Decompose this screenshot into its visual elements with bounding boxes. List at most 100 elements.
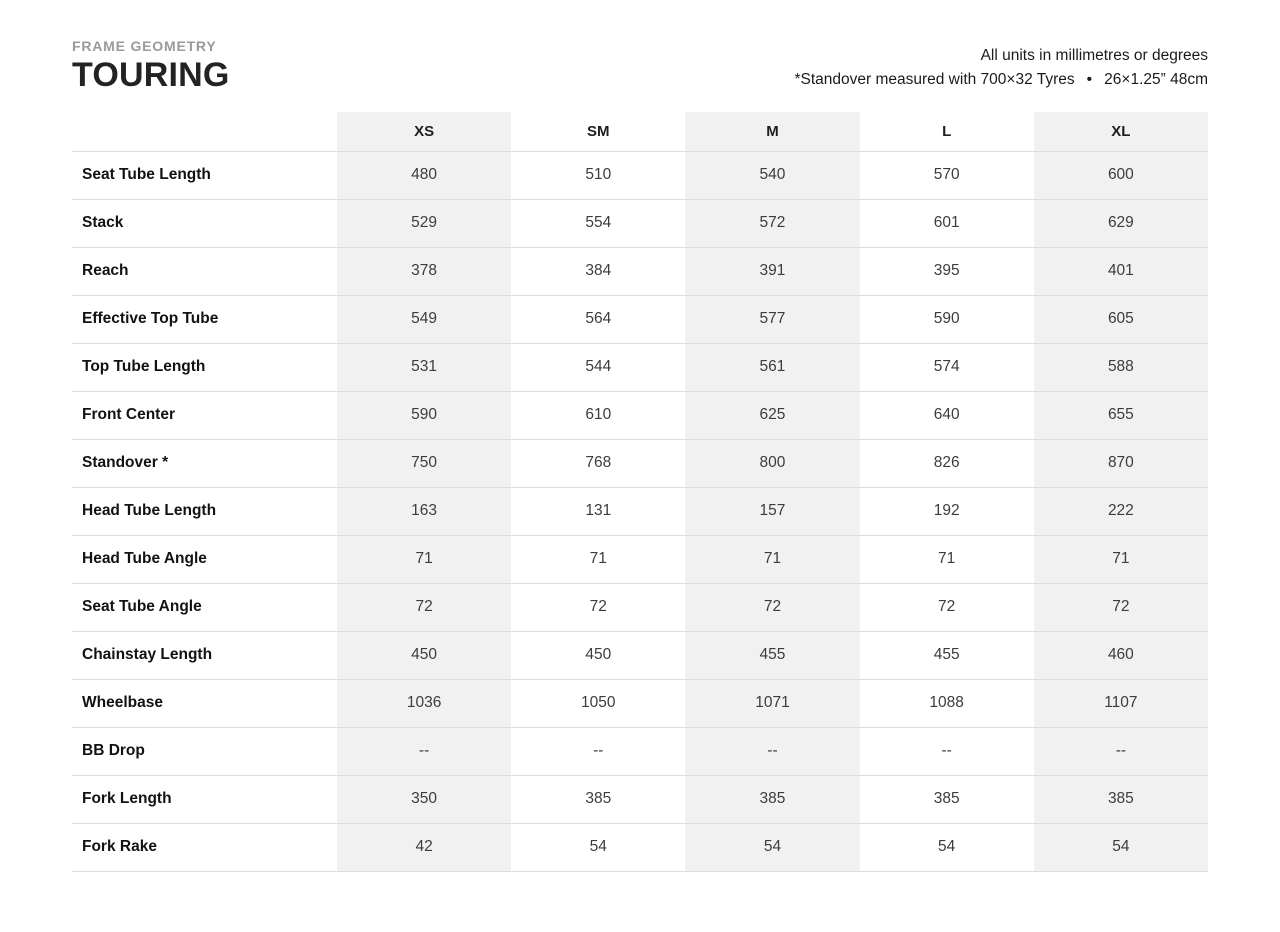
row-label: Wheelbase	[82, 694, 163, 711]
value-cell: --	[941, 742, 952, 759]
row-label: Effective Top Tube	[82, 310, 219, 327]
table-row: Effective Top Tube 549 564 577 590 605	[72, 295, 1208, 343]
value-cell: 870	[1033, 439, 1208, 487]
value-cell: 629	[1033, 199, 1208, 247]
corner-cell	[72, 112, 337, 151]
value-cell: --	[593, 742, 604, 759]
value-cell: 71	[337, 535, 512, 583]
value-cell: 600	[1033, 151, 1208, 199]
value-cell: 655	[1033, 391, 1208, 439]
value-cell: 570	[933, 166, 960, 183]
value-cell: 54	[1033, 823, 1208, 871]
value-cell: 157	[685, 487, 860, 535]
value-cell: 588	[1033, 343, 1208, 391]
value-cell: 401	[1033, 247, 1208, 295]
title-block: FRAME GEOMETRY TOURING	[72, 38, 230, 93]
value-cell: 826	[933, 454, 960, 471]
value-cell: 561	[685, 343, 860, 391]
value-cell: 460	[1033, 631, 1208, 679]
value-cell: 455	[933, 646, 960, 663]
value-cell: 531	[337, 343, 512, 391]
table-row: Standover * 750 768 800 826 870	[72, 439, 1208, 487]
row-label: BB Drop	[82, 742, 145, 759]
value-cell: 54	[685, 823, 860, 871]
value-cell: 385	[685, 775, 860, 823]
value-cell: 590	[933, 310, 960, 327]
row-label: Head Tube Angle	[82, 550, 207, 567]
row-label: Seat Tube Angle	[82, 598, 202, 615]
size-header-xl: XL	[1033, 112, 1208, 151]
table-row: BB Drop -- -- -- -- --	[72, 727, 1208, 775]
standover-note: *Standover measured with 700×32 Tyres • …	[794, 71, 1208, 88]
table-row: Wheelbase 1036 1050 1071 1088 1107	[72, 679, 1208, 727]
size-header-l: L	[942, 122, 952, 140]
value-cell: 768	[585, 454, 612, 471]
value-cell: 72	[589, 598, 607, 615]
value-cell: 450	[337, 631, 512, 679]
table-row: Seat Tube Angle 72 72 72 72 72	[72, 583, 1208, 631]
value-cell: 71	[1033, 535, 1208, 583]
row-label: Standover *	[82, 454, 169, 471]
value-cell: 800	[685, 439, 860, 487]
row-label: Seat Tube Length	[82, 166, 211, 183]
size-header-m: M	[685, 112, 860, 151]
value-cell: 192	[933, 502, 960, 519]
value-cell: 750	[337, 439, 512, 487]
value-cell: 131	[585, 502, 612, 519]
value-cell: 350	[337, 775, 512, 823]
page-title: TOURING	[72, 56, 230, 94]
value-cell: 1107	[1033, 679, 1208, 727]
geometry-table-head: XS SM M L XL	[72, 112, 1208, 151]
value-cell: 54	[589, 838, 607, 855]
row-label: Front Center	[82, 406, 175, 423]
geometry-table-body: Seat Tube Length 480 510 540 570 600 Stack 529 5…	[72, 151, 1208, 871]
row-label: Fork Rake	[82, 838, 157, 855]
units-notes: All units in millimetres or degrees *Sta…	[794, 44, 1208, 93]
value-cell: 71	[685, 535, 860, 583]
table-row: Front Center 590 610 625 640 655	[72, 391, 1208, 439]
value-cell: 42	[337, 823, 512, 871]
value-cell: 640	[933, 406, 960, 423]
value-cell: 72	[337, 583, 512, 631]
value-cell: 71	[589, 550, 607, 567]
value-cell: 378	[337, 247, 512, 295]
value-cell: --	[337, 727, 512, 775]
row-label: Stack	[82, 214, 124, 231]
value-cell: 590	[337, 391, 512, 439]
geometry-table: XS SM M L XL Seat Tube Length 480 510 540 570 600…	[72, 112, 1208, 872]
value-cell: 391	[685, 247, 860, 295]
value-cell: --	[685, 727, 860, 775]
value-cell: --	[1033, 727, 1208, 775]
section-eyebrow: FRAME GEOMETRY	[72, 38, 217, 54]
size-header-xs: XS	[337, 112, 512, 151]
row-label: Chainstay Length	[82, 646, 213, 663]
row-label: Head Tube Length	[82, 502, 217, 519]
row-label: Top Tube Length	[82, 358, 206, 375]
value-cell: 1050	[581, 694, 616, 711]
value-cell: 72	[1033, 583, 1208, 631]
value-cell: 384	[585, 262, 612, 279]
value-cell: 572	[685, 199, 860, 247]
table-row: Head Tube Length 163 131 157 192 222	[72, 487, 1208, 535]
table-row: Top Tube Length 531 544 561 574 588	[72, 343, 1208, 391]
table-row: Head Tube Angle 71 71 71 71 71	[72, 535, 1208, 583]
value-cell: 54	[938, 838, 956, 855]
value-cell: 455	[685, 631, 860, 679]
units-note: All units in millimetres or degrees	[980, 47, 1208, 64]
value-cell: 544	[585, 358, 612, 375]
table-row: Seat Tube Length 480 510 540 570 600	[72, 151, 1208, 199]
value-cell: 510	[585, 166, 612, 183]
value-cell: 540	[685, 151, 860, 199]
value-cell: 163	[337, 487, 512, 535]
row-label: Reach	[82, 262, 129, 279]
value-cell: 71	[938, 550, 956, 567]
value-cell: 385	[1033, 775, 1208, 823]
value-cell: 625	[685, 391, 860, 439]
value-cell: 1036	[337, 679, 512, 727]
value-cell: 385	[585, 790, 612, 807]
page-header: FRAME GEOMETRY TOURING All units in mill…	[72, 38, 1208, 93]
value-cell: 72	[938, 598, 956, 615]
value-cell: 601	[933, 214, 960, 231]
table-row: Reach 378 384 391 395 401	[72, 247, 1208, 295]
